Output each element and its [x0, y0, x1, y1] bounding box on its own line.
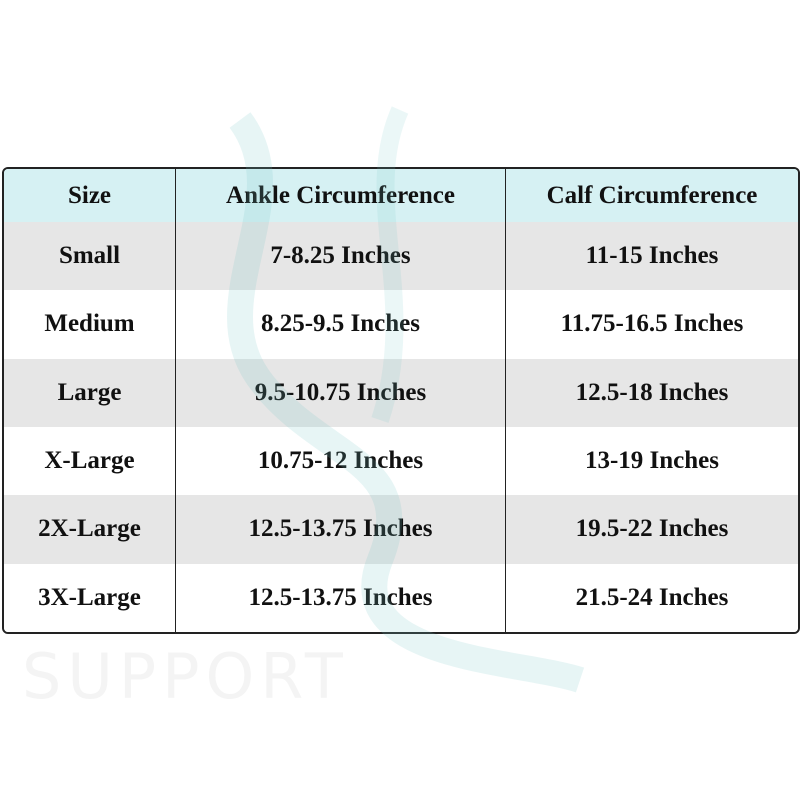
table-row: Medium 8.25-9.5 Inches 11.75-16.5 Inches: [4, 290, 798, 359]
table-row: X-Large 10.75-12 Inches 13-19 Inches: [4, 427, 798, 496]
table-cell: 2X-Large: [38, 515, 141, 543]
header-cell: Size: [67, 181, 112, 209]
table-cell: 11-15 Inches: [505, 222, 798, 291]
size-table: Size Ankle Circumference Calf Circumferenc…: [2, 167, 800, 634]
table-cell: 9.5-10.75 Inches: [175, 358, 505, 427]
table-cell: 12.5-13.75 Inches: [175, 563, 505, 632]
table-cell: X-Large: [44, 447, 135, 475]
header-cell: Calf Circumference: [505, 169, 798, 222]
table-cell: Large: [57, 378, 122, 406]
table-row: 3X-Large 12.5-13.75 Inches 21.5-24 Inches: [4, 563, 798, 632]
watermark-text: SUPPORT: [22, 640, 349, 713]
table-cell: 12.5-13.75 Inches: [175, 495, 505, 564]
table-cell: 19.5-22 Inches: [505, 495, 798, 564]
table-row: Small 7-8.25 Inches 11-15 Inches: [4, 222, 798, 291]
table-cell: 10.75-12 Inches: [175, 427, 505, 496]
table-cell: Small: [58, 242, 121, 270]
table-cell: 13-19 Inches: [505, 427, 798, 496]
header-cell: Ankle Circumference: [175, 169, 505, 222]
table-cell: 8.25-9.5 Inches: [175, 290, 505, 359]
table-cell: Medium: [44, 310, 135, 338]
table-row: 2X-Large 12.5-13.75 Inches 19.5-22 Inches: [4, 495, 798, 564]
header-row: Size Ankle Circumference Calf Circumferenc…: [4, 169, 798, 222]
table-row: Large 9.5-10.75 Inches 12.5-18 Inches: [4, 358, 798, 427]
table-cell: 11.75-16.5 Inches: [505, 290, 798, 359]
table-cell: 12.5-18 Inches: [505, 358, 798, 427]
table-cell: 7-8.25 Inches: [175, 222, 505, 291]
table-cell: 21.5-24 Inches: [505, 563, 798, 632]
table-cell: 3X-Large: [38, 583, 141, 611]
